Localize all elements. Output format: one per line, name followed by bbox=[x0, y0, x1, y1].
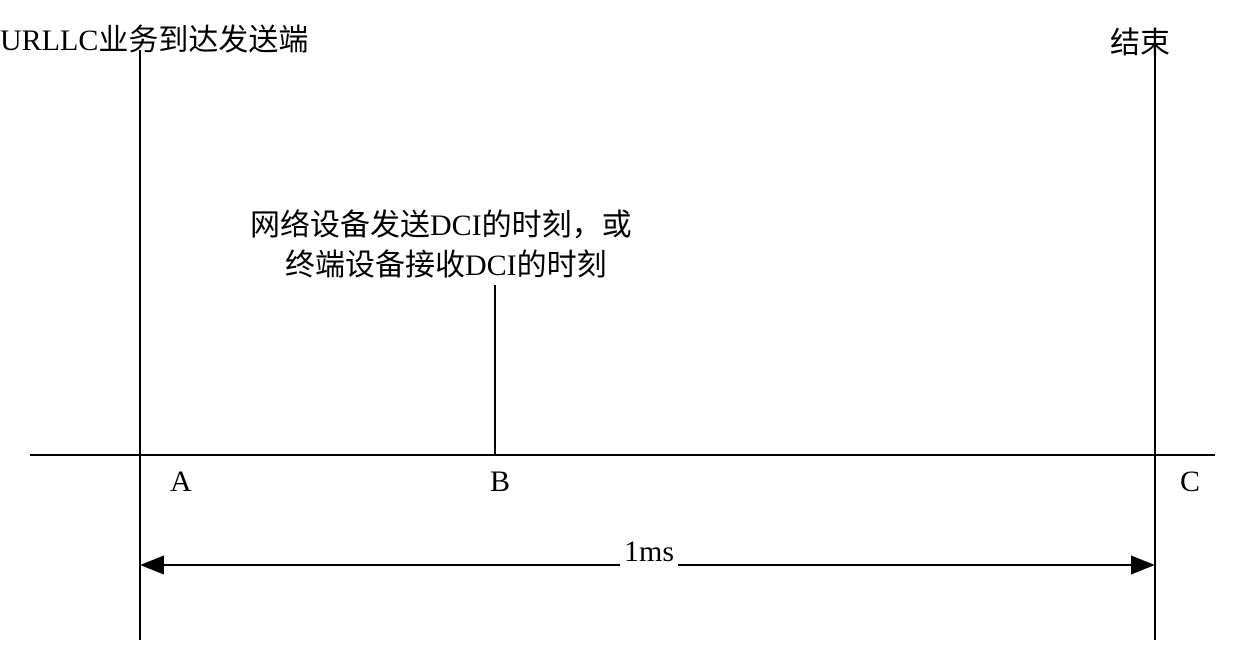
label-top-right: 结束 bbox=[1110, 18, 1170, 62]
label-point-b: B bbox=[490, 465, 510, 499]
label-duration: 1ms bbox=[620, 535, 678, 569]
label-point-c: C bbox=[1180, 465, 1200, 499]
label-top-left: URLLC业务到达发送端 bbox=[0, 15, 308, 59]
label-middle-line1: 网络设备发送DCI的时刻，或 bbox=[250, 200, 632, 244]
label-point-a: A bbox=[170, 465, 192, 499]
arrow-left-icon bbox=[140, 555, 164, 574]
arrow-right-icon bbox=[1131, 555, 1155, 574]
label-middle-line2: 终端设备接收DCI的时刻 bbox=[285, 240, 607, 284]
